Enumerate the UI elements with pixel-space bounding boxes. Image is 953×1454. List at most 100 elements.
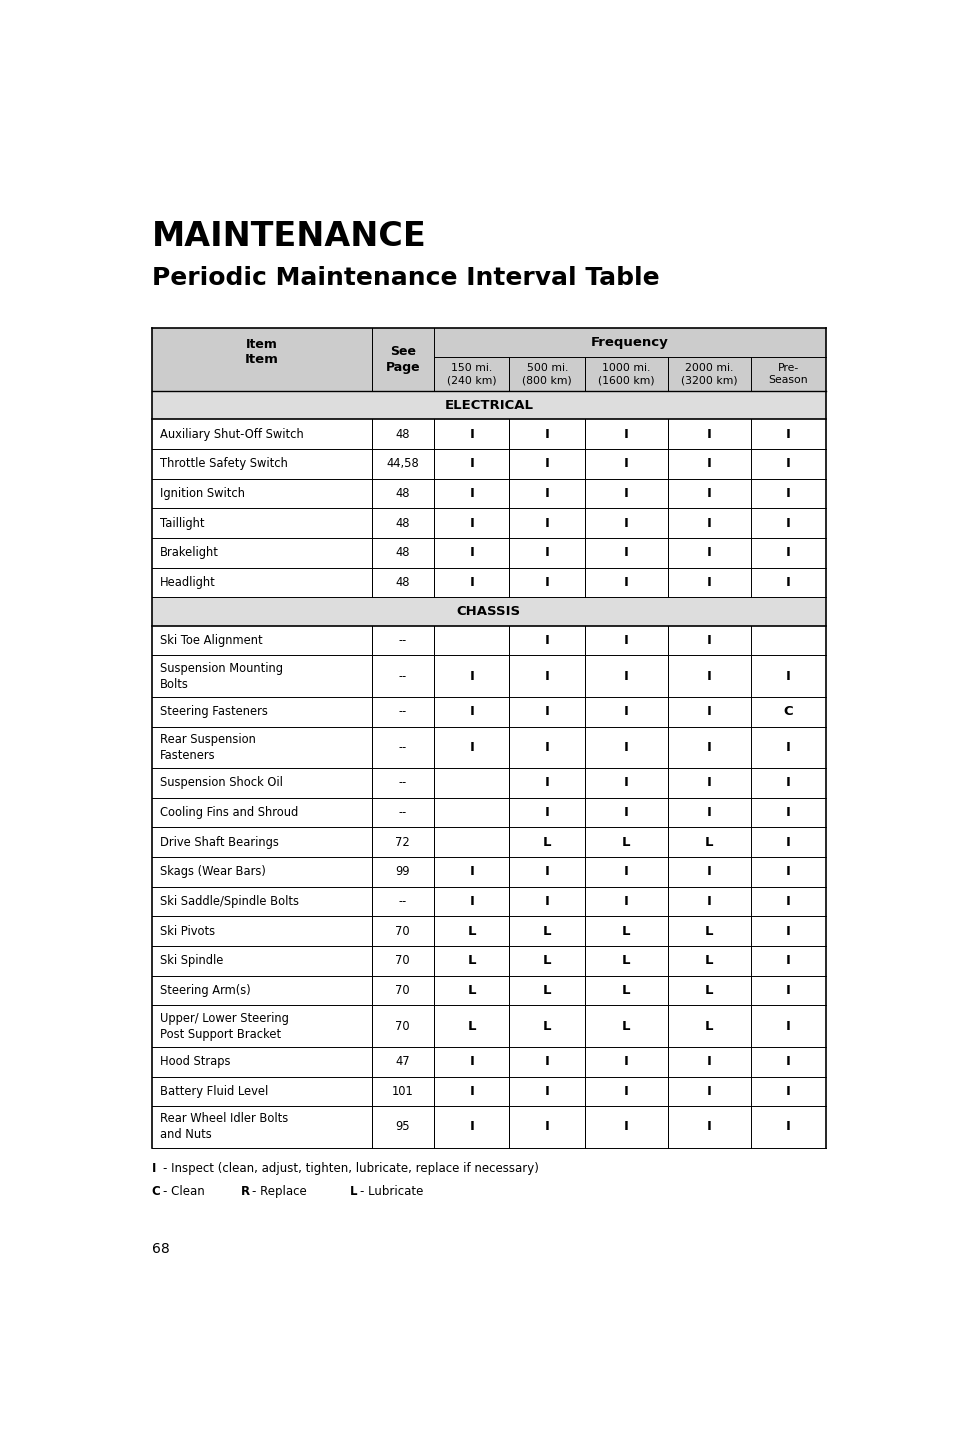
Text: L: L [704,1019,713,1032]
Bar [372,419,434,449]
Bar [434,1106,509,1147]
Text: I: I [623,634,628,647]
Bar [750,947,825,976]
Bar [509,976,584,1005]
Text: --: -- [398,634,407,647]
Text: Pre-
Season: Pre- Season [768,362,807,385]
Bar [667,856,750,887]
Bar [434,916,509,947]
Bar [667,567,750,598]
Text: I: I [469,458,474,470]
Text: L: L [542,954,551,967]
Bar [434,567,509,598]
Text: 99: 99 [395,865,410,878]
Text: L: L [621,984,630,997]
Bar [152,1047,372,1076]
Bar [434,419,509,449]
Text: 70: 70 [395,984,410,997]
Text: I: I [544,1056,549,1069]
Text: --: -- [398,806,407,819]
Bar [509,509,584,538]
Bar [509,625,584,656]
Text: I: I [785,836,790,849]
Bar [584,478,667,509]
Text: L: L [621,954,630,967]
Bar [372,798,434,827]
Bar [750,798,825,827]
Text: Steering Fasteners: Steering Fasteners [159,705,267,718]
Text: Auxiliary Shut-Off Switch: Auxiliary Shut-Off Switch [159,427,303,441]
Text: I: I [706,806,711,819]
Text: I: I [623,547,628,560]
Bar [509,798,584,827]
Bar [372,1047,434,1076]
Text: I: I [785,1019,790,1032]
Text: I: I [706,1121,711,1134]
Text: L: L [621,1019,630,1032]
Bar [152,656,372,696]
Text: ELECTRICAL: ELECTRICAL [444,398,533,411]
Bar [372,1076,434,1106]
Bar [372,887,434,916]
Bar [434,327,825,358]
Text: --: -- [398,776,407,790]
Text: Frequency: Frequency [591,336,668,349]
Bar [152,598,825,625]
Bar [509,727,584,768]
Bar [584,856,667,887]
Bar [584,798,667,827]
Bar [434,1076,509,1106]
Text: 48: 48 [395,516,410,529]
Bar [667,1005,750,1047]
Bar [152,1076,372,1106]
Bar [750,567,825,598]
Text: I: I [469,1056,474,1069]
Bar [750,727,825,768]
Bar [667,419,750,449]
Text: L: L [704,954,713,967]
Text: Suspension Shock Oil: Suspension Shock Oil [159,776,282,790]
Text: I: I [706,516,711,529]
Text: Throttle Safety Switch: Throttle Safety Switch [159,458,287,470]
Bar [509,419,584,449]
Bar [372,625,434,656]
Bar [152,391,825,419]
Bar [434,947,509,976]
Bar [372,449,434,478]
Text: I: I [785,806,790,819]
Bar [667,478,750,509]
Text: L: L [467,984,476,997]
Bar [584,509,667,538]
Text: 70: 70 [395,1019,410,1032]
Bar [750,887,825,916]
Bar [509,916,584,947]
Text: L: L [542,836,551,849]
Bar [667,1047,750,1076]
Text: Item: Item [246,339,277,352]
Bar [372,916,434,947]
Text: I: I [623,1085,628,1098]
Bar [372,478,434,509]
Text: Battery Fluid Level: Battery Fluid Level [159,1085,268,1098]
Bar [750,419,825,449]
Text: I: I [544,776,549,790]
Bar [509,567,584,598]
Bar [434,656,509,696]
Text: I: I [706,634,711,647]
Text: I: I [469,896,474,909]
Bar [434,538,509,567]
Text: I: I [623,865,628,878]
Text: 47: 47 [395,1056,410,1069]
Text: I: I [544,427,549,441]
Bar [667,509,750,538]
Text: I: I [706,427,711,441]
Bar [509,358,584,391]
Text: I: I [623,806,628,819]
Bar [152,887,372,916]
Bar [509,478,584,509]
Text: Rear Wheel Idler Bolts
and Nuts: Rear Wheel Idler Bolts and Nuts [159,1112,288,1141]
Text: Ski Toe Alignment: Ski Toe Alignment [159,634,262,647]
Bar [584,916,667,947]
Bar [152,768,372,798]
Bar [372,1005,434,1047]
